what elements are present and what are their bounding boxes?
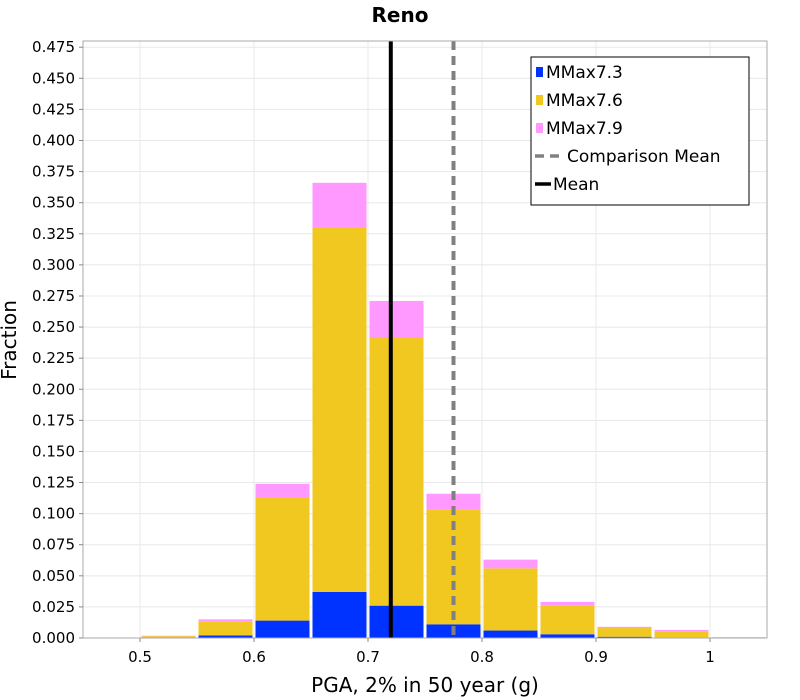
bar-mmax7-6 bbox=[597, 628, 652, 637]
bar-mmax7-9 bbox=[369, 300, 424, 338]
bar-mmax7-9 bbox=[483, 559, 538, 569]
y-tick-label: 0.375 bbox=[32, 163, 75, 181]
x-tick-label: 0.9 bbox=[584, 648, 608, 666]
y-tick-label: 0.000 bbox=[32, 629, 75, 647]
y-tick-label: 0.325 bbox=[32, 225, 75, 243]
legend-label: Comparison Mean bbox=[567, 147, 721, 167]
y-tick-label: 0.025 bbox=[32, 598, 75, 616]
y-tick-label: 0.225 bbox=[32, 349, 75, 367]
y-tick-label: 0.150 bbox=[32, 442, 75, 460]
x-tick-label: 0.6 bbox=[242, 648, 266, 666]
y-tick-label: 0.100 bbox=[32, 505, 75, 523]
bar-mmax7-9 bbox=[426, 493, 481, 510]
legend-swatch bbox=[536, 67, 543, 77]
legend-label: MMax7.3 bbox=[546, 63, 623, 83]
legend-box bbox=[530, 56, 750, 206]
bar-mmax7-9 bbox=[312, 182, 367, 228]
bar-mmax7-9 bbox=[540, 601, 595, 606]
plot-frame bbox=[82, 40, 768, 639]
bar-mmax7-6 bbox=[369, 337, 424, 606]
bar-mmax7-9 bbox=[255, 483, 310, 498]
reference-lines bbox=[388, 41, 456, 638]
bar-mmax7-3 bbox=[540, 634, 595, 638]
bar-mmax7-3 bbox=[198, 635, 253, 638]
bar-mmax7-6 bbox=[312, 227, 367, 592]
y-tick-label: 0.350 bbox=[32, 194, 75, 212]
bar-mmax7-3 bbox=[483, 630, 538, 638]
legend-label: Mean bbox=[553, 175, 599, 195]
legend-swatch bbox=[536, 123, 543, 133]
legend-label: MMax7.6 bbox=[546, 91, 623, 111]
x-tick-label: 0.5 bbox=[128, 648, 152, 666]
bars bbox=[141, 182, 766, 638]
y-tick-label: 0.050 bbox=[32, 567, 75, 585]
x-tick-label: 0.7 bbox=[356, 648, 380, 666]
bar-mmax7-3 bbox=[255, 620, 310, 638]
bar-mmax7-6 bbox=[654, 631, 709, 638]
y-tick-label: 0.075 bbox=[32, 536, 75, 554]
legend-label: MMax7.9 bbox=[546, 119, 623, 139]
grid bbox=[83, 41, 767, 639]
legend: MMax7.3 MMax7.6 MMax7.9 Comparison Mean Mean bbox=[530, 56, 750, 206]
bar-mmax7-6 bbox=[255, 497, 310, 621]
bar-mmax7-6 bbox=[141, 636, 196, 638]
chart-title: Reno bbox=[372, 3, 429, 27]
bar-mmax7-3 bbox=[597, 636, 652, 638]
y-tick-label: 0.475 bbox=[32, 38, 75, 56]
bar-mmax7-9 bbox=[654, 629, 709, 632]
x-axis-ticks: 0.5 0.6 0.7 0.8 0.9 1 bbox=[128, 638, 715, 666]
y-tick-label: 0.250 bbox=[32, 318, 75, 336]
bar-mmax7-9 bbox=[597, 626, 652, 629]
bar-mmax7-9 bbox=[198, 619, 253, 622]
y-tick-label: 0.125 bbox=[32, 474, 75, 492]
bar-mmax7-3 bbox=[369, 605, 424, 638]
y-axis-ticks: 0.000 0.025 0.050 0.075 0.100 0.125 0.150 0.175… bbox=[32, 38, 83, 647]
y-tick-label: 0.200 bbox=[32, 380, 75, 398]
bar-mmax7-3 bbox=[312, 591, 367, 638]
y-tick-label: 0.175 bbox=[32, 411, 75, 429]
bar-mmax7-6 bbox=[540, 605, 595, 635]
x-axis-title: PGA, 2% in 50 year (g) bbox=[311, 673, 539, 697]
y-axis-title: Fraction bbox=[0, 300, 21, 380]
legend-swatch bbox=[536, 95, 543, 105]
y-tick-label: 0.425 bbox=[32, 100, 75, 118]
x-tick-label: 1 bbox=[705, 648, 715, 666]
y-tick-label: 0.300 bbox=[32, 256, 75, 274]
y-tick-label: 0.400 bbox=[32, 132, 75, 150]
bar-mmax7-6 bbox=[198, 621, 253, 636]
y-tick-label: 0.275 bbox=[32, 287, 75, 305]
x-tick-label: 0.8 bbox=[470, 648, 494, 666]
y-tick-label: 0.450 bbox=[32, 69, 75, 87]
bar-mmax7-6 bbox=[483, 568, 538, 631]
